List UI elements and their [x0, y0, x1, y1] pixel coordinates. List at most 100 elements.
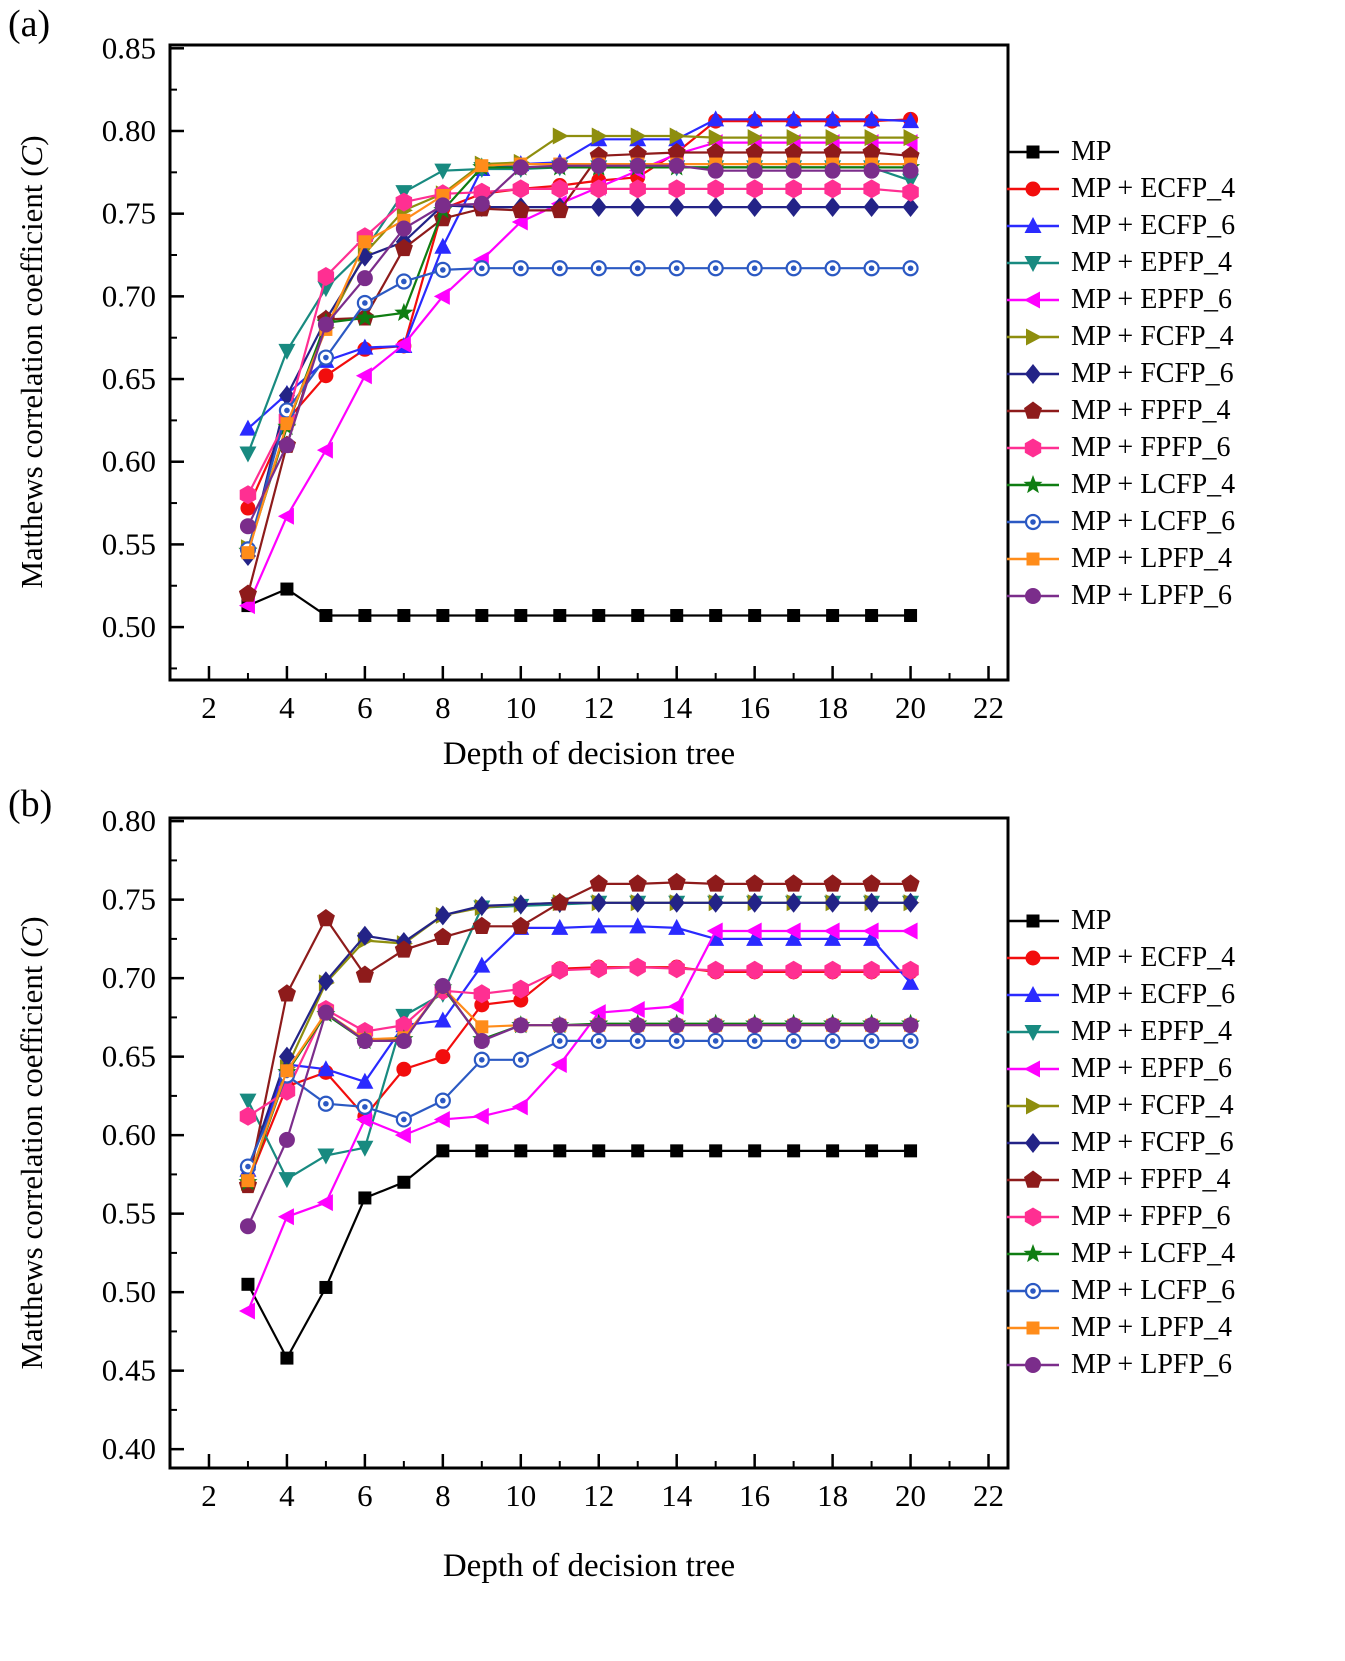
- pentagon-marker-icon: [238, 584, 257, 602]
- circle-dot-marker-icon: [517, 1056, 524, 1063]
- square-marker-icon: [475, 1144, 489, 1158]
- legend-item: MP + LCFP_4: [1005, 466, 1235, 503]
- square-marker-icon: [436, 1144, 450, 1158]
- square-marker-icon: [670, 609, 684, 623]
- legend-item: MP: [1005, 133, 1235, 170]
- diamond-marker-icon: [707, 892, 724, 913]
- sphere-marker-icon: [239, 518, 256, 535]
- circle-dot-marker-icon: [595, 1038, 602, 1044]
- circle-dot-marker-icon: [712, 265, 719, 272]
- diamond-marker-icon: [317, 971, 334, 992]
- triangle-up-marker-icon: [902, 973, 920, 990]
- triangle-left-marker-icon: [472, 1107, 489, 1125]
- sphere-marker-icon: [317, 316, 334, 333]
- legend-item: MP + ECFP_6: [1005, 207, 1235, 244]
- triangle-left-marker-icon: [355, 1110, 372, 1128]
- circle-dot-marker-icon: [634, 265, 641, 272]
- x-tick-label: 18: [817, 1478, 848, 1513]
- square-marker-icon: [904, 1144, 918, 1158]
- pentagon-marker-icon: [1024, 401, 1042, 419]
- legend-key-icon: [1007, 1243, 1059, 1262]
- square-marker-icon: [553, 609, 567, 623]
- circle-dot-marker-icon: [673, 1038, 680, 1044]
- triangle-up-marker-icon: [863, 929, 881, 946]
- hexagon-marker-icon: [863, 179, 880, 199]
- hexagon-marker-icon: [395, 1015, 413, 1035]
- x-tick-label: 20: [895, 690, 926, 725]
- hexagon-marker-icon: [746, 960, 763, 980]
- square-marker-icon: [319, 609, 333, 623]
- pentagon-marker-icon: [745, 874, 764, 892]
- x-tick-label: 20: [895, 1478, 926, 1513]
- circle-dot-marker-icon: [829, 265, 836, 272]
- square-marker-icon: [787, 1144, 801, 1158]
- triangle-left-marker-icon: [394, 1126, 411, 1144]
- triangle-left-marker-icon: [628, 1001, 645, 1019]
- triangle-down-marker-icon: [317, 1148, 335, 1165]
- legend-label: MP + EPFP_4: [1071, 246, 1233, 278]
- y-tick-label: 0.75: [102, 882, 156, 917]
- pentagon-marker-icon: [862, 874, 881, 892]
- pentagon-marker-icon: [628, 144, 647, 162]
- triangle-up-marker-icon: [824, 110, 842, 127]
- legend-label: MP + EPFP_6: [1071, 1052, 1233, 1084]
- square-marker-icon: [514, 1144, 528, 1158]
- hexagon-marker-icon: [551, 960, 568, 980]
- legend-label: MP + FCFP_6: [1071, 1126, 1234, 1158]
- plot-border: [168, 816, 1010, 1470]
- legend-key-icon: [1007, 985, 1059, 1002]
- square-marker-icon: [1026, 552, 1040, 565]
- circle-dot-marker-icon: [868, 265, 875, 272]
- sphere-marker-icon: [473, 1032, 490, 1049]
- hexagon-marker-icon: [629, 179, 646, 199]
- square-marker-icon: [280, 1351, 294, 1365]
- circle-dot-marker-icon: [323, 354, 329, 361]
- square-marker-icon: [904, 609, 918, 623]
- triangle-up-marker-icon: [1024, 985, 1042, 1002]
- y-tick-label: 0.55: [102, 1196, 156, 1231]
- pentagon-marker-icon: [316, 909, 335, 927]
- square-marker-icon: [514, 609, 528, 623]
- legend-item: MP + FPFP_6: [1005, 1198, 1235, 1235]
- y-tick-label: 0.65: [102, 361, 156, 396]
- triangle-up-marker-icon: [668, 918, 686, 935]
- square-marker-icon: [1026, 1321, 1040, 1334]
- sphere-marker-icon: [239, 1218, 256, 1235]
- pentagon-marker-icon: [433, 927, 452, 945]
- panel-b-label: (b): [8, 783, 53, 825]
- legend-label: MP + FCFP_4: [1071, 1089, 1234, 1121]
- square-marker-icon: [241, 546, 255, 560]
- circle-dot-marker-icon: [673, 265, 680, 272]
- panel-b-y-axis-label: Matthews correlation coefficient (C): [14, 916, 50, 1369]
- pentagon-marker-icon: [589, 874, 608, 892]
- triangle-up-marker-icon: [317, 1060, 335, 1077]
- square-marker-icon: [748, 609, 762, 623]
- y-tick-label: 0.40: [102, 1431, 156, 1466]
- series-line: [246, 985, 911, 1183]
- legend-label: MP + LCFP_4: [1071, 468, 1236, 500]
- sphere-marker-icon: [395, 1032, 412, 1049]
- square-marker-icon: [397, 609, 411, 623]
- pentagon-marker-icon: [667, 872, 686, 891]
- pentagon-marker-icon: [823, 874, 842, 892]
- hexagon-marker-icon: [395, 192, 413, 212]
- legend-label: MP + FPFP_4: [1071, 394, 1231, 426]
- diamond-marker-icon: [668, 197, 685, 218]
- x-tick-label: 6: [357, 690, 373, 725]
- pentagon-marker-icon: [277, 984, 296, 1002]
- square-marker-icon: [241, 1174, 255, 1188]
- hexagon-marker-icon: [824, 960, 841, 980]
- triangle-down-marker-icon: [356, 1140, 374, 1157]
- circle-dot-marker-icon: [556, 265, 563, 272]
- triangle-up-marker-icon: [746, 110, 764, 127]
- y-tick-label: 0.85: [102, 30, 156, 65]
- circle-dot-marker-icon: [829, 1038, 836, 1044]
- legend-key-icon: [1007, 1207, 1059, 1226]
- sphere-marker-icon: [395, 220, 412, 237]
- pentagon-marker-icon: [511, 916, 530, 934]
- y-tick-label: 0.60: [102, 444, 156, 479]
- triangle-left-marker-icon: [1024, 291, 1040, 308]
- square-marker-icon: [475, 159, 489, 173]
- sphere-marker-icon: [1025, 1356, 1041, 1373]
- chart-b: 2 4 6 8 10 12 14 16 18 20 22 0.40 0.45 0.50 0.55 0.60 0.…: [102, 803, 1010, 1513]
